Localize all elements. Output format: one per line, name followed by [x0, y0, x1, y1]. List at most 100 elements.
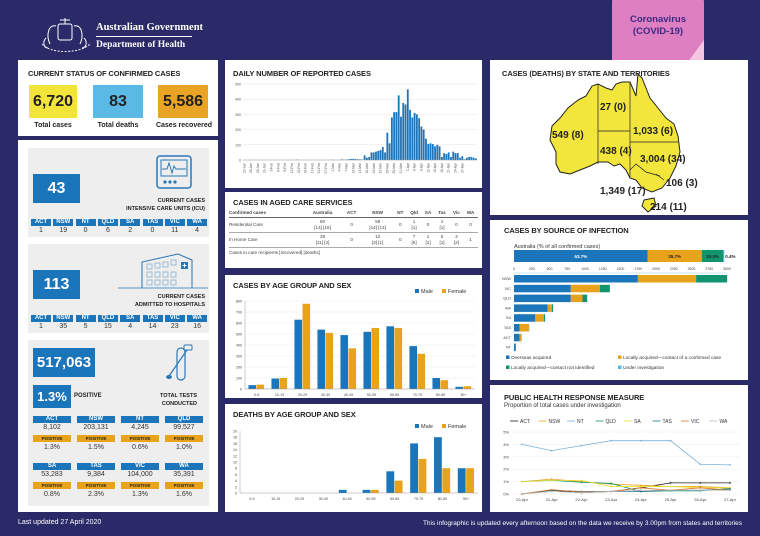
table-cell: 1 [463, 232, 478, 247]
daily-bar [459, 157, 461, 160]
vic-point [639, 486, 642, 489]
daily-bar [434, 146, 436, 160]
x-tick-label: 3000 [723, 267, 731, 271]
male-bar [409, 346, 418, 389]
female-bar [463, 386, 472, 389]
x-tick-label: 2750 [705, 267, 713, 271]
state-value-nsw: 19 [59, 227, 68, 234]
current-status-panel: CURRENT STATUS OF CONFIRMED CASES 6,720 … [18, 60, 218, 136]
state-value-nt: 0 [83, 227, 88, 234]
wa-point [610, 490, 613, 493]
table-cell: 0 [342, 232, 362, 247]
heart-monitor-icon [156, 155, 192, 189]
x-tick-label: 16-Mar [365, 162, 369, 173]
x-tick-label: 18-Apr [440, 162, 444, 173]
source-subtitle: Australia (% of all confirmed cases) [514, 244, 600, 250]
table-cell: 0 [394, 218, 406, 233]
y-tick-label: 0% [503, 492, 509, 497]
x-tick-label: 15-Apr [433, 162, 437, 173]
x-tick-label: 2500 [688, 267, 696, 271]
response-title: PUBLIC HEALTH RESPONSE MEASURE [504, 393, 645, 402]
recovered-label: Cases recovered [155, 122, 213, 129]
nsw-point [639, 484, 642, 487]
daily-bar [354, 159, 357, 160]
daily-bar [352, 158, 355, 160]
state-value-act: 1 [39, 323, 43, 330]
x-tick-label: 25-Jan [249, 163, 253, 173]
table-cell: 5 [1] [434, 232, 450, 247]
legend-label: Overseas acquired [511, 355, 552, 361]
test-state-count-vic: 104,000 [127, 471, 153, 478]
daily-bar [450, 156, 452, 160]
cell-detail: [1] [439, 240, 445, 245]
x-tick-label: 750 [564, 267, 570, 271]
state-tag-nsw: NSW [53, 315, 74, 322]
state-tag-qld: QLD [97, 315, 118, 322]
footer-note: This infographic is updated every aftern… [422, 520, 742, 527]
legend-swatch [415, 289, 419, 293]
dept-title: Department of Health [96, 40, 186, 50]
daily-bar [350, 158, 352, 160]
legend-swatch [415, 424, 419, 428]
x-tick-label: 10-19 [275, 393, 284, 397]
daily-bar [440, 156, 443, 160]
y-tick-label: 600 [236, 322, 242, 326]
nt-point [610, 439, 613, 442]
state-tag-vic: VIC [164, 315, 185, 322]
source-bar-segment [543, 314, 546, 322]
map-label-sa: 438 (4) [600, 146, 632, 157]
y-tick-label: 3% [503, 454, 509, 459]
daily-bar [377, 150, 380, 160]
y-tick-label: 0 [239, 159, 241, 163]
australia-pct-label: 10.3% [706, 254, 719, 259]
cell-detail: [14] [14] [369, 225, 386, 230]
icu-label-1: CURRENT CASES [157, 198, 205, 204]
state-value-sa: 2 [128, 227, 133, 234]
y-tick-label: 6 [235, 473, 237, 477]
female-bar [325, 332, 334, 389]
age-sex-chart: 0 100 200 300 400 500 600 700 800 0-9 10-19 20-29 30… [236, 289, 475, 397]
y-tick-label: 0 [235, 492, 237, 496]
map-title: CASES (DEATHS) BY STATE AND TERRITORIES [502, 69, 670, 78]
daily-bar [397, 95, 400, 160]
x-tick-label: 20-29 [298, 393, 307, 397]
daily-bar [386, 132, 389, 160]
daily-bar [359, 159, 361, 160]
source-bar-segment [696, 275, 727, 283]
category-label: SA [506, 316, 512, 320]
icu-section: 43 CURRENT CASES INTENSIVE CARE UNITS (I… [28, 148, 209, 237]
test-swab-icon [166, 344, 193, 381]
cell-detail: [1] [439, 225, 445, 230]
category-label: WA [505, 306, 511, 310]
cell-count: 12 [375, 234, 381, 239]
x-tick-label: 6-Feb [276, 163, 280, 172]
x-tick-label: 27-Apr [460, 162, 464, 173]
aged-care-panel: CASES IN AGED CARE SERVICES Confirmed ca… [225, 192, 482, 268]
male-bar [317, 329, 326, 389]
test-state-count-wa: 35,391 [173, 471, 195, 478]
x-tick-label: 9-Feb [283, 163, 287, 172]
nt-point [729, 463, 731, 466]
source-bar-segment [514, 304, 548, 312]
daily-bar [413, 112, 416, 160]
daily-bar [365, 157, 368, 160]
x-tick-label: 1-Mar [331, 162, 335, 172]
daily-bar [372, 152, 375, 160]
sa-line [521, 479, 730, 489]
column-header: Australia [302, 209, 343, 218]
legend-label: NT [577, 419, 584, 425]
x-tick-label: 31-Jan [263, 163, 267, 173]
y-tick-label: 400 [235, 98, 241, 102]
qld-point [580, 481, 583, 484]
source-infection-chart: Australia (% of all confirmed cases) 63.7… [502, 244, 735, 371]
cell-detail: [1] [425, 240, 431, 245]
x-tick-label: 9-Apr [419, 162, 423, 171]
daily-bar [463, 159, 466, 160]
female-bar [442, 468, 451, 493]
x-tick-label: 28-Mar [392, 162, 396, 173]
row-label: Residential Care [229, 222, 263, 227]
y-tick-label: 20 [233, 430, 237, 434]
daily-bar [438, 146, 441, 160]
nt-point [639, 439, 642, 442]
x-tick-label: 28-Jan [256, 163, 260, 173]
